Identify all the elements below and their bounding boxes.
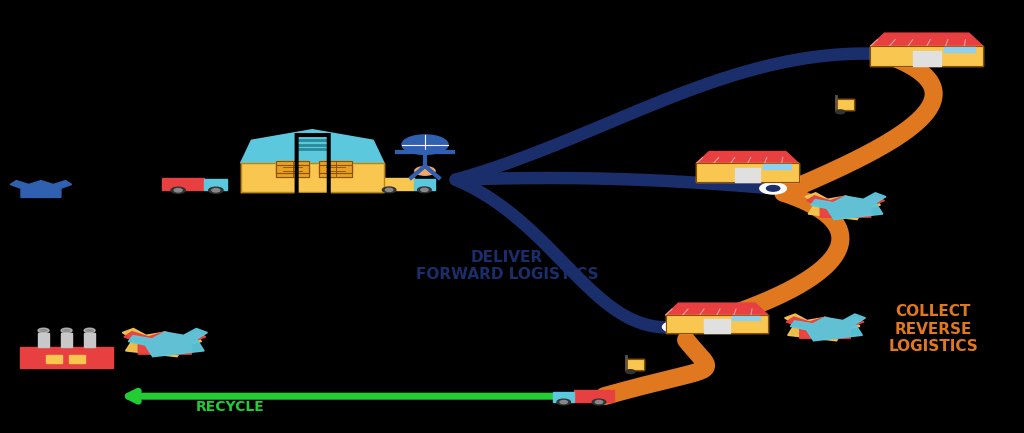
Circle shape — [174, 189, 182, 192]
Polygon shape — [10, 181, 72, 197]
Polygon shape — [696, 152, 799, 164]
Text: COLLECT
REVERSE
LOGISTICS: COLLECT REVERSE LOGISTICS — [888, 304, 978, 354]
Circle shape — [663, 321, 689, 333]
Polygon shape — [836, 99, 854, 110]
Circle shape — [872, 48, 899, 60]
Circle shape — [595, 401, 603, 404]
Circle shape — [592, 399, 606, 405]
Polygon shape — [805, 193, 881, 220]
Polygon shape — [46, 355, 61, 363]
Circle shape — [421, 188, 428, 191]
Polygon shape — [553, 391, 574, 402]
Circle shape — [418, 187, 431, 193]
Polygon shape — [374, 178, 414, 190]
Circle shape — [557, 399, 570, 405]
Polygon shape — [791, 314, 865, 341]
Polygon shape — [912, 51, 941, 66]
Circle shape — [385, 188, 393, 191]
Polygon shape — [124, 332, 206, 354]
Polygon shape — [735, 168, 760, 182]
Text: DELIVER
FORWARD LOGISTICS: DELIVER FORWARD LOGISTICS — [416, 250, 598, 282]
Circle shape — [560, 401, 567, 404]
Text: 🏭: 🏭 — [291, 130, 334, 199]
Circle shape — [626, 370, 635, 374]
Polygon shape — [205, 179, 227, 190]
Text: RECYCLE: RECYCLE — [196, 400, 265, 414]
Circle shape — [760, 183, 786, 194]
Polygon shape — [870, 46, 983, 66]
Polygon shape — [122, 329, 202, 357]
Circle shape — [382, 187, 396, 193]
Polygon shape — [414, 180, 435, 190]
Circle shape — [415, 167, 435, 175]
Polygon shape — [696, 164, 799, 182]
Circle shape — [84, 328, 95, 333]
Polygon shape — [20, 347, 113, 368]
Polygon shape — [241, 163, 384, 192]
Circle shape — [766, 185, 780, 191]
Polygon shape — [666, 315, 768, 333]
Circle shape — [212, 189, 220, 192]
Circle shape — [670, 324, 683, 330]
Polygon shape — [626, 359, 644, 370]
Polygon shape — [319, 165, 352, 177]
Polygon shape — [276, 165, 309, 177]
Polygon shape — [811, 193, 886, 220]
Circle shape — [836, 110, 845, 114]
Circle shape — [171, 187, 185, 193]
Circle shape — [209, 187, 223, 193]
Polygon shape — [944, 47, 975, 52]
Polygon shape — [84, 333, 95, 347]
Polygon shape — [69, 355, 85, 363]
Polygon shape — [61, 333, 72, 347]
Polygon shape — [870, 33, 983, 46]
Circle shape — [61, 328, 72, 333]
Polygon shape — [784, 314, 860, 341]
Polygon shape — [807, 196, 885, 217]
Polygon shape — [38, 333, 49, 347]
Polygon shape — [319, 161, 352, 173]
Polygon shape — [276, 161, 309, 173]
Polygon shape — [162, 178, 205, 190]
Polygon shape — [763, 164, 791, 169]
Polygon shape — [128, 329, 208, 357]
Polygon shape — [705, 320, 729, 333]
Polygon shape — [241, 130, 384, 163]
Polygon shape — [666, 303, 768, 315]
Circle shape — [38, 328, 49, 333]
Polygon shape — [786, 317, 864, 339]
Polygon shape — [732, 316, 760, 320]
Polygon shape — [574, 391, 614, 402]
Circle shape — [401, 135, 449, 155]
Circle shape — [879, 51, 892, 57]
